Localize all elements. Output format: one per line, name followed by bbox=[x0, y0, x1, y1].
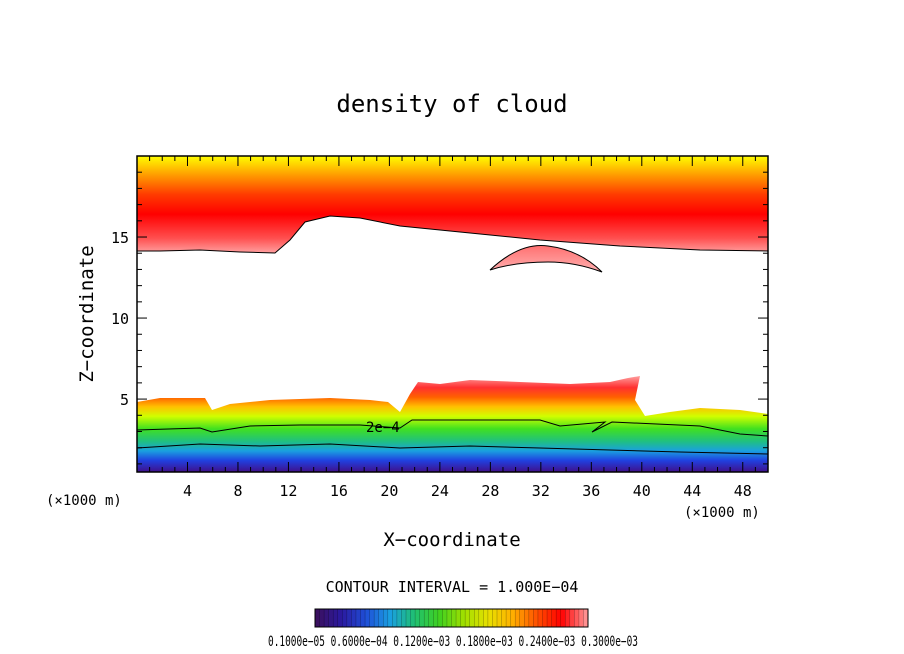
contour-label: 2e−4 bbox=[366, 420, 400, 436]
colorbar-swatch bbox=[515, 609, 521, 627]
y-unit-label: (×1000 m) bbox=[46, 493, 122, 509]
x-tick-label: 20 bbox=[380, 482, 398, 500]
colorbar-labels: 0.1000e−05 0.6000e−04 0.1200e−03 0.1800e… bbox=[268, 634, 638, 650]
colorbar-swatch bbox=[460, 609, 466, 627]
y-tick-label: 5 bbox=[120, 391, 129, 409]
colorbar-swatch bbox=[406, 609, 412, 627]
colorbar-swatch bbox=[365, 609, 371, 627]
colorbar-swatch bbox=[542, 609, 548, 627]
colorbar-swatch bbox=[465, 609, 471, 627]
colorbar-swatch bbox=[569, 609, 575, 627]
colorbar-swatch bbox=[469, 609, 475, 627]
lower-cloud-layer bbox=[137, 376, 768, 472]
colorbar-swatch bbox=[578, 609, 584, 627]
colorbar-swatch bbox=[451, 609, 457, 627]
colorbar-swatch bbox=[519, 609, 525, 627]
y-tick-label: 15 bbox=[111, 229, 129, 247]
colorbar-swatch bbox=[419, 609, 425, 627]
x-tick-label: 16 bbox=[330, 482, 348, 500]
x-tick-label: 12 bbox=[279, 482, 297, 500]
colorbar-swatch bbox=[374, 609, 380, 627]
colorbar-swatch bbox=[474, 609, 480, 627]
contour-lower bbox=[137, 443, 768, 455]
colorbar-swatch bbox=[492, 609, 498, 627]
colorbar-swatch bbox=[392, 609, 398, 627]
contour-2e-4 bbox=[137, 419, 768, 437]
colorbar-swatch bbox=[369, 609, 375, 627]
colorbar-swatch bbox=[315, 609, 321, 627]
colorbar-swatch bbox=[410, 609, 416, 627]
colorbar-swatch bbox=[351, 609, 357, 627]
colorbar-swatch bbox=[497, 609, 503, 627]
contour-upper-edge bbox=[137, 215, 768, 254]
colorbar-swatch bbox=[446, 609, 452, 627]
colorbar-swatch bbox=[560, 609, 566, 627]
colorbar-swatch bbox=[437, 609, 443, 627]
mid-lens-cloud bbox=[489, 245, 603, 273]
colorbar-swatch bbox=[342, 609, 348, 627]
colorbar-swatch bbox=[551, 609, 557, 627]
colorbar-swatch bbox=[524, 609, 530, 627]
colorbar-swatch bbox=[428, 609, 434, 627]
x-tick-label: 24 bbox=[431, 482, 449, 500]
x-unit-label: (×1000 m) bbox=[684, 505, 760, 521]
colorbar-swatch bbox=[424, 609, 430, 627]
colorbar-swatch bbox=[533, 609, 539, 627]
y-tick-label: 10 bbox=[111, 310, 129, 328]
x-axis-label: X−coordinate bbox=[383, 529, 520, 551]
colorbar-swatch bbox=[547, 609, 553, 627]
chart-title: density of cloud bbox=[336, 90, 567, 118]
colorbar bbox=[314, 609, 589, 627]
colorbar-swatch bbox=[478, 609, 484, 627]
colorbar-swatch bbox=[433, 609, 439, 627]
colorbar-swatch bbox=[383, 609, 389, 627]
colorbar-swatch bbox=[537, 609, 543, 627]
colorbar-swatch bbox=[442, 609, 448, 627]
colorbar-swatch bbox=[328, 609, 334, 627]
colorbar-swatch bbox=[396, 609, 402, 627]
x-tick-label: 48 bbox=[734, 482, 752, 500]
x-tick-label: 44 bbox=[683, 482, 701, 500]
colorbar-swatch bbox=[355, 609, 361, 627]
colorbar-swatch bbox=[337, 609, 343, 627]
colorbar-swatch bbox=[378, 609, 384, 627]
upper-cloud-layer bbox=[137, 156, 768, 253]
colorbar-swatch bbox=[319, 609, 325, 627]
colorbar-swatch bbox=[387, 609, 393, 627]
colorbar-swatch bbox=[565, 609, 571, 627]
colorbar-swatch bbox=[483, 609, 489, 627]
colorbar-swatch bbox=[556, 609, 562, 627]
x-tick-label: 8 bbox=[233, 482, 242, 500]
colorbar-swatch bbox=[415, 609, 421, 627]
x-tick-label: 36 bbox=[582, 482, 600, 500]
colorbar-swatch bbox=[401, 609, 407, 627]
contour-interval: CONTOUR INTERVAL = 1.000E−04 bbox=[326, 578, 579, 596]
colorbar-swatch bbox=[456, 609, 462, 627]
plot-area: 2e−4 bbox=[137, 156, 768, 472]
colorbar-swatch bbox=[510, 609, 516, 627]
colorbar-swatch bbox=[528, 609, 534, 627]
colorbar-swatch bbox=[360, 609, 366, 627]
colorbar-swatch bbox=[574, 609, 580, 627]
colorbar-frame bbox=[314, 608, 589, 628]
colorbar-swatch bbox=[346, 609, 352, 627]
colorbar-swatch bbox=[506, 609, 512, 627]
x-tick-label: 32 bbox=[532, 482, 550, 500]
colorbar-swatch bbox=[501, 609, 507, 627]
x-tick-label: 28 bbox=[481, 482, 499, 500]
x-tick-label: 4 bbox=[183, 482, 192, 500]
y-axis-label: Z−coordinate bbox=[76, 245, 98, 382]
x-tick-label: 40 bbox=[633, 482, 651, 500]
colorbar-swatch bbox=[333, 609, 339, 627]
colorbar-swatch bbox=[324, 609, 330, 627]
colorbar-swatch bbox=[487, 609, 493, 627]
colorbar-swatch bbox=[583, 609, 589, 627]
